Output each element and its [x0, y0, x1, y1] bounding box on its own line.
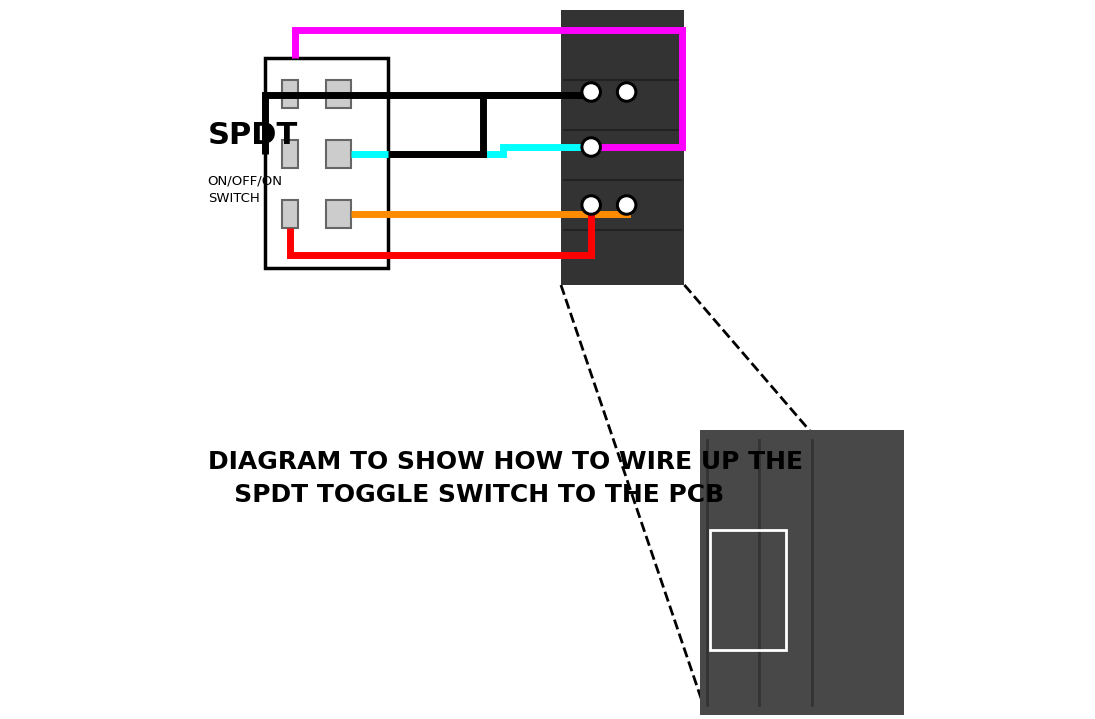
FancyBboxPatch shape — [326, 140, 350, 168]
FancyBboxPatch shape — [326, 80, 350, 108]
Circle shape — [584, 198, 598, 212]
FancyBboxPatch shape — [326, 200, 350, 228]
Circle shape — [620, 85, 634, 99]
Circle shape — [584, 85, 598, 99]
Text: DIAGRAM TO SHOW HOW TO WIRE UP THE
   SPDT TOGGLE SWITCH TO THE PCB: DIAGRAM TO SHOW HOW TO WIRE UP THE SPDT … — [208, 450, 803, 508]
Circle shape — [616, 195, 636, 215]
FancyBboxPatch shape — [281, 140, 298, 168]
Text: ON/OFF/ON
SWITCH: ON/OFF/ON SWITCH — [208, 175, 283, 205]
FancyBboxPatch shape — [561, 10, 684, 285]
FancyBboxPatch shape — [700, 430, 903, 715]
Text: SPDT: SPDT — [208, 121, 298, 150]
Circle shape — [620, 198, 634, 212]
FancyBboxPatch shape — [281, 200, 298, 228]
FancyBboxPatch shape — [281, 80, 298, 108]
Circle shape — [581, 82, 601, 102]
Circle shape — [581, 137, 601, 157]
Circle shape — [581, 195, 601, 215]
Circle shape — [616, 82, 636, 102]
Circle shape — [584, 140, 598, 154]
FancyBboxPatch shape — [265, 58, 389, 268]
